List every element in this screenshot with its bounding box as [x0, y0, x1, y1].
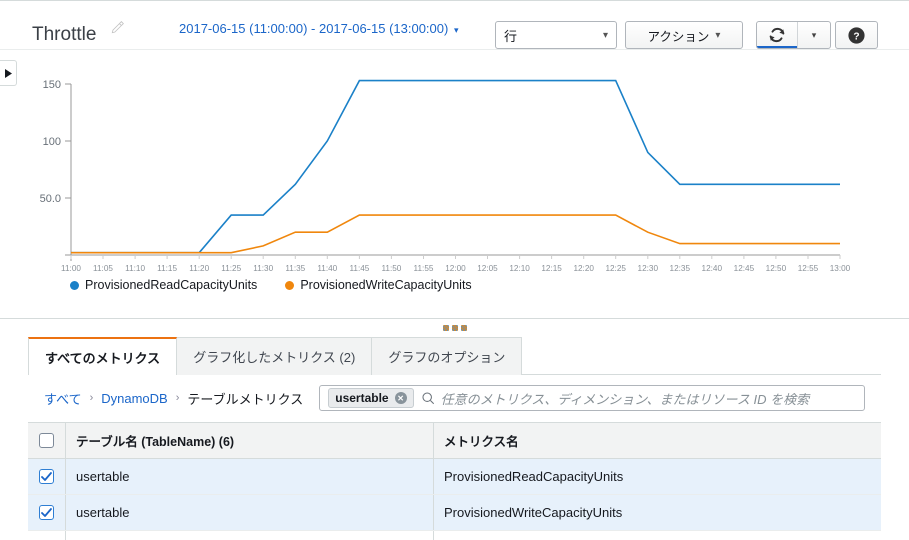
svg-text:11:55: 11:55: [414, 264, 434, 272]
svg-text:11:10: 11:10: [125, 264, 145, 272]
svg-text:11:00: 11:00: [61, 264, 81, 272]
svg-text:12:15: 12:15: [541, 264, 562, 272]
svg-text:12:30: 12:30: [638, 264, 659, 272]
svg-text:12:45: 12:45: [734, 264, 755, 272]
svg-text:?: ?: [853, 31, 859, 42]
svg-text:11:30: 11:30: [253, 264, 273, 272]
svg-text:11:15: 11:15: [157, 264, 177, 272]
svg-text:11:50: 11:50: [381, 264, 401, 272]
svg-text:11:25: 11:25: [221, 264, 241, 272]
svg-text:12:50: 12:50: [766, 264, 787, 272]
svg-text:11:40: 11:40: [317, 264, 337, 272]
svg-text:12:40: 12:40: [702, 264, 723, 272]
svg-text:12:00: 12:00: [445, 264, 466, 272]
svg-text:12:20: 12:20: [573, 264, 594, 272]
svg-text:12:05: 12:05: [477, 264, 498, 272]
svg-text:11:05: 11:05: [93, 264, 113, 272]
svg-text:11:35: 11:35: [285, 264, 305, 272]
svg-text:13:00: 13:00: [830, 264, 851, 272]
svg-text:12:10: 12:10: [509, 264, 530, 272]
svg-text:11:20: 11:20: [189, 264, 209, 272]
svg-text:12:25: 12:25: [605, 264, 626, 272]
svg-text:12:35: 12:35: [670, 264, 691, 272]
svg-text:150: 150: [43, 79, 61, 91]
svg-text:11:45: 11:45: [349, 264, 369, 272]
svg-text:12:55: 12:55: [798, 264, 819, 272]
svg-text:100: 100: [43, 136, 61, 148]
svg-text:50.0: 50.0: [40, 193, 61, 205]
